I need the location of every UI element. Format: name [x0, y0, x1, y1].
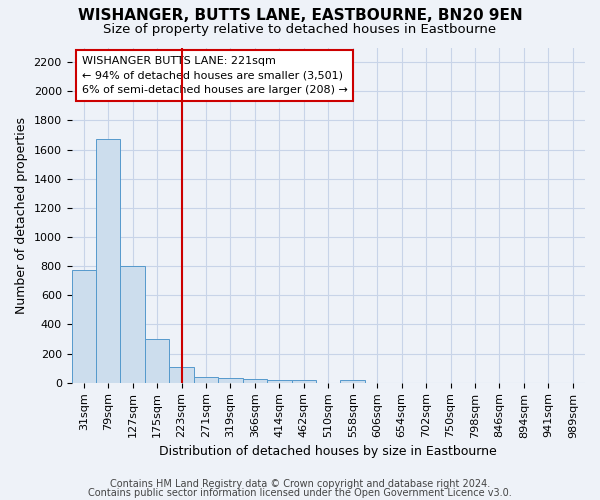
Bar [71, 270, 96, 382]
Bar [121, 266, 145, 382]
Text: Contains HM Land Registry data © Crown copyright and database right 2024.: Contains HM Land Registry data © Crown c… [110, 479, 490, 489]
Bar [218, 378, 242, 382]
Bar [340, 380, 365, 382]
Bar [267, 380, 292, 382]
Bar [194, 377, 218, 382]
Text: Size of property relative to detached houses in Eastbourne: Size of property relative to detached ho… [103, 22, 497, 36]
Bar [169, 366, 194, 382]
Bar [242, 379, 267, 382]
Text: WISHANGER, BUTTS LANE, EASTBOURNE, BN20 9EN: WISHANGER, BUTTS LANE, EASTBOURNE, BN20 … [77, 8, 523, 22]
X-axis label: Distribution of detached houses by size in Eastbourne: Distribution of detached houses by size … [160, 444, 497, 458]
Bar [145, 339, 169, 382]
Bar [292, 380, 316, 382]
Text: Contains public sector information licensed under the Open Government Licence v3: Contains public sector information licen… [88, 488, 512, 498]
Text: WISHANGER BUTTS LANE: 221sqm
← 94% of detached houses are smaller (3,501)
6% of : WISHANGER BUTTS LANE: 221sqm ← 94% of de… [82, 56, 347, 96]
Bar [96, 138, 121, 382]
Y-axis label: Number of detached properties: Number of detached properties [15, 116, 28, 314]
